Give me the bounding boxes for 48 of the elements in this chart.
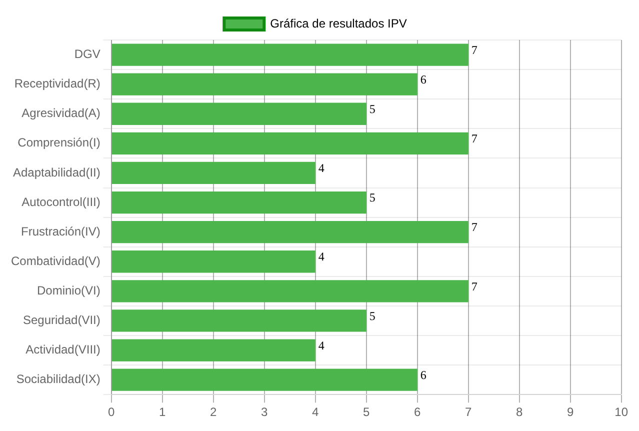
data-label: 6	[420, 72, 426, 86]
x-tick-label: 10	[614, 405, 628, 420]
data-label: 4	[318, 250, 324, 264]
x-tick-label: 1	[159, 405, 166, 420]
x-tick-label: 3	[261, 405, 268, 420]
y-tick-label: Receptividad(R)	[14, 76, 100, 91]
bar	[112, 162, 316, 184]
x-tick-label: 7	[464, 405, 472, 420]
y-tick-label: Seguridad(VII)	[22, 313, 100, 328]
data-label: 7	[471, 132, 478, 146]
bar	[112, 368, 418, 391]
bar	[112, 73, 418, 96]
data-label: 7	[471, 279, 478, 294]
data-label: 5	[369, 102, 376, 116]
data-label: 5	[369, 190, 376, 205]
bar	[112, 220, 468, 244]
y-tick-label: DGV	[74, 47, 100, 62]
bar	[112, 102, 366, 125]
data-label: 6	[420, 368, 426, 382]
bar	[112, 250, 316, 273]
y-tick-label: Actividad(VIII)	[26, 342, 100, 357]
y-tick-label: Comprensión(I)	[18, 136, 100, 150]
x-tick-label: 2	[210, 405, 218, 420]
x-tick-label: 9	[566, 405, 574, 420]
bar	[112, 339, 316, 362]
y-tick-label: Autocontrol(III)	[22, 194, 100, 209]
y-tick-label: Agresividad(A)	[22, 106, 100, 120]
y-tick-label: Combatividad(V)	[10, 254, 100, 268]
legend-label: Gráfica de resultados IPV	[270, 16, 407, 30]
data-label: 7	[471, 220, 478, 234]
data-label: 4	[318, 338, 324, 352]
y-tick-label: Frustración(IV)	[21, 224, 100, 238]
x-tick-label: 0	[108, 405, 116, 420]
x-tick-label: 6	[414, 405, 421, 420]
data-label: 5	[369, 308, 376, 323]
data-label: 4	[318, 161, 324, 176]
bar	[112, 310, 366, 332]
x-tick-label: 4	[312, 405, 320, 420]
bar	[112, 280, 468, 302]
y-tick-label: Sociabilidad(IX)	[16, 372, 100, 386]
x-tick-label: 8	[516, 405, 523, 420]
bar	[112, 191, 366, 214]
y-tick-label: Dominio(VI)	[37, 283, 100, 298]
y-tick-label: Adaptabilidad(II)	[12, 165, 100, 180]
bar	[112, 44, 468, 66]
data-label: 7	[471, 42, 478, 57]
x-tick-label: 5	[363, 405, 370, 420]
bar	[112, 132, 468, 155]
